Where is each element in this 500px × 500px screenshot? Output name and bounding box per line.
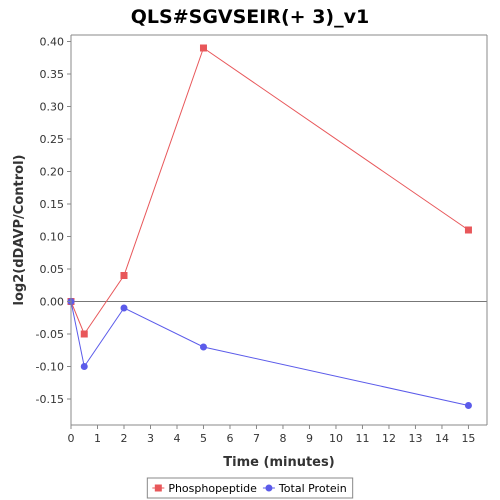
x-tick-label: 9 [306, 432, 313, 445]
y-tick-label: -0.10 [36, 361, 64, 374]
data-point-total-protein [80, 363, 88, 370]
y-tick-label: 0.40 [40, 36, 65, 49]
y-tick-label: 0.25 [40, 133, 65, 146]
x-tick-label: 14 [435, 432, 449, 445]
y-tick-label: 0.10 [40, 231, 65, 244]
data-point-phosphopeptide [199, 44, 207, 52]
y-axis-label: log2(dDAVP/Control) [12, 155, 27, 306]
x-tick-label: 10 [329, 432, 343, 445]
x-tick-label: 4 [173, 432, 180, 445]
x-tick-label: 12 [382, 432, 396, 445]
chart-title: QLS#SGVSEIR(+ 3)_v1 [131, 6, 369, 28]
y-tick-label: 0.15 [40, 198, 65, 211]
x-axis-label: Time (minutes) [223, 455, 334, 470]
legend-marker-total-protein [265, 484, 273, 492]
legend-item-total-protein: Total Protein [262, 482, 347, 495]
x-tick-label: 0 [68, 432, 75, 445]
y-tick-label: 0.05 [40, 263, 65, 276]
data-point-total-protein [199, 343, 207, 351]
x-tick-label: 8 [279, 432, 286, 445]
series-total-protein [67, 298, 472, 409]
legend-marker-phosphopeptide [154, 484, 162, 492]
x-tick-label: 3 [147, 432, 154, 445]
x-axis-ticks: 0 1 2 3 4 5 6 7 8 9 10 11 12 13 14 15 [68, 425, 475, 445]
x-tick-label: 5 [200, 432, 207, 445]
x-tick-label: 7 [253, 432, 260, 445]
x-tick-label: 11 [355, 432, 369, 445]
data-point-phosphopeptide [80, 330, 88, 338]
y-tick-label: 0.00 [40, 296, 65, 309]
legend-item-phosphopeptide: Phosphopeptide [152, 482, 257, 495]
y-tick-label: 0.20 [40, 166, 65, 179]
x-tick-label: 6 [226, 432, 233, 445]
legend: Phosphopeptide Total Protein [146, 477, 354, 499]
x-tick-label: 13 [408, 432, 422, 445]
legend-box [146, 477, 354, 499]
y-tick-label: 0.30 [40, 101, 65, 114]
y-tick-label: -0.15 [36, 393, 64, 406]
y-tick-label: 0.35 [40, 68, 65, 81]
legend-label-total-protein: Total Protein [278, 482, 347, 495]
y-axis-ticks: -0.15 -0.10 -0.05 0.00 0.05 0.10 0.15 0.20 0.25 0… [36, 36, 71, 406]
data-point-total-protein [120, 304, 128, 312]
x-tick-label: 1 [94, 432, 101, 445]
x-tick-label: 15 [461, 432, 475, 445]
legend-label-phosphopeptide: Phosphopeptide [168, 482, 257, 495]
data-point-phosphopeptide [464, 226, 472, 234]
data-point-phosphopeptide [120, 272, 128, 279]
x-tick-label: 2 [120, 432, 127, 445]
y-tick-label: -0.05 [36, 328, 64, 341]
data-point-total-protein [464, 402, 472, 409]
plot-area [71, 35, 487, 425]
